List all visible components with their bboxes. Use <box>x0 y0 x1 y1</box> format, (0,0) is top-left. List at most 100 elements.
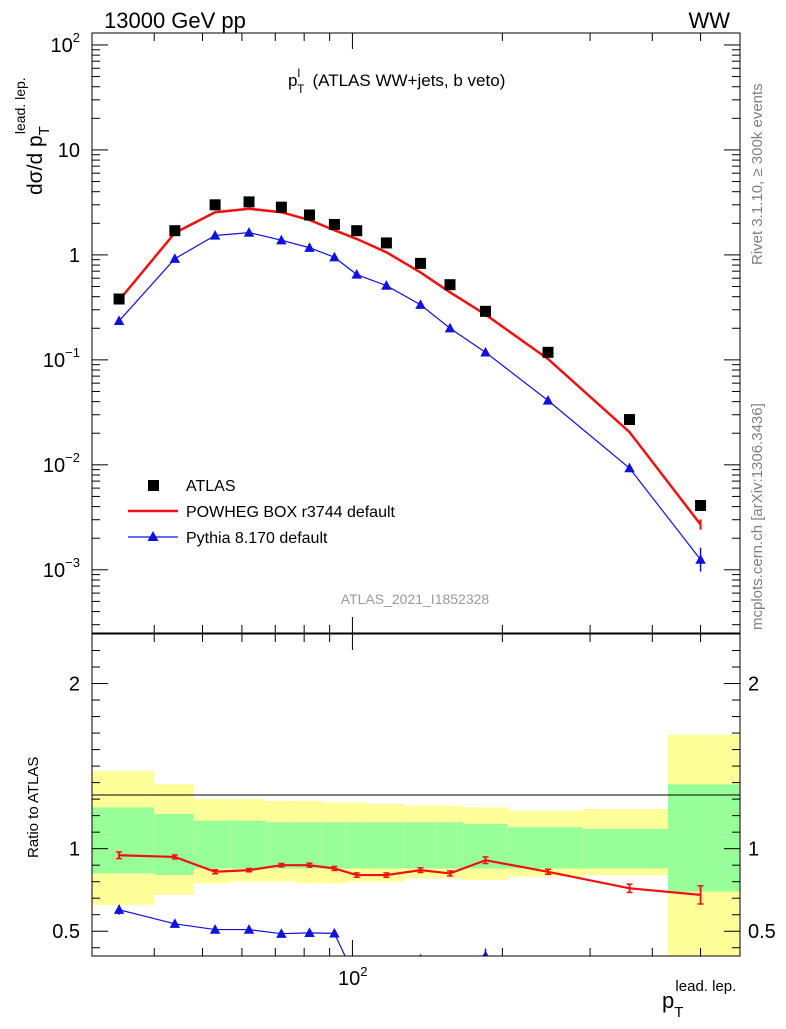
ratio-y-tick-label-right: 0.5 <box>748 921 776 943</box>
title-p: p <box>288 71 297 90</box>
x-tick-exp: 2 <box>360 964 367 979</box>
y-axis-label: dσ/d pTlead. lep. <box>12 77 53 195</box>
pythia-ratio-point <box>209 924 221 934</box>
process-label: WW <box>688 8 730 33</box>
y-tick-exp: −1 <box>65 345 80 360</box>
pythia-ratio-point <box>243 924 255 934</box>
legend-marker-pythia <box>147 531 159 541</box>
band-inner <box>345 822 368 869</box>
pythia-ratio-point <box>445 975 455 985</box>
pythia-point <box>480 346 491 357</box>
atlas-point <box>624 414 636 426</box>
pythia-ratio-point <box>113 904 125 914</box>
ratio-ticks <box>91 634 741 956</box>
pythia-point <box>209 230 221 240</box>
pythia-point <box>329 251 340 262</box>
atlas-point <box>695 499 707 511</box>
y-tick-base: 10 <box>43 560 65 582</box>
band-inner <box>92 807 155 874</box>
y-tick-label: 10−1 <box>43 345 80 372</box>
legend-label-pythia: Pythia 8.170 default <box>186 530 328 547</box>
ratio-frame <box>91 633 741 957</box>
pythia-ratio-point <box>482 950 489 956</box>
x-label-sup: lead. lep. <box>675 978 736 995</box>
pythia-point <box>243 227 255 237</box>
pythia-ratio-line <box>118 909 488 956</box>
ratio-y-tick-label-left: 1 <box>69 839 80 861</box>
legend-label-powheg: POWHEG BOX r3744 default <box>186 504 396 521</box>
atlas-point <box>209 199 221 211</box>
ratio-y-tick-label-left: 2 <box>69 674 80 696</box>
x-axis-label: pTlead. lep. <box>662 978 736 1021</box>
band-inner <box>154 813 194 876</box>
legend: ATLAS POWHEG BOX r3744 default Pythia 8.… <box>128 478 396 547</box>
ratio-panel: 0.5 0.5 1 1 2 2 Ratio to ATLAS 102 pTlead. le… <box>25 633 776 1021</box>
atlas-point <box>444 279 456 291</box>
main-frame <box>91 32 741 634</box>
ratio-y-tick-label-right: 1 <box>748 839 759 861</box>
title-sup: l <box>297 66 300 80</box>
x-label-main: p <box>662 988 674 1013</box>
title-rest: (ATLAS WW+jets, b veto) <box>312 71 505 90</box>
plot-title: pl T (ATLAS WW+jets, b veto) <box>288 66 505 96</box>
pythia-point <box>381 280 392 290</box>
atlas-point <box>113 293 125 305</box>
pythia-point <box>444 322 456 333</box>
y-label-main: dσ/d p <box>24 135 47 195</box>
x-label-sub: T <box>674 1004 683 1021</box>
y-tick-base: 10 <box>43 455 65 477</box>
atlas-point <box>275 201 287 213</box>
rivet-label: Rivet 3.1.10, ≥ 300k events <box>749 83 766 265</box>
band-inner <box>230 820 266 869</box>
band-inner <box>582 828 668 869</box>
y-tick-label: 10−3 <box>43 555 80 582</box>
y-tick-label: 10 <box>58 140 80 162</box>
band-inner <box>295 822 323 869</box>
y-tick-base: 10 <box>43 350 65 372</box>
pythia-ratio-point <box>329 927 340 938</box>
atlas-point <box>415 257 427 269</box>
legend-label-atlas: ATLAS <box>186 478 236 495</box>
pythia-point <box>624 462 635 473</box>
ratio-y-tick-label-right: 2 <box>748 674 759 696</box>
y-tick-label: 102 <box>51 30 80 57</box>
pythia-point <box>304 242 315 252</box>
pythia-point <box>415 299 426 309</box>
pythia-point <box>351 269 362 279</box>
ratio-bands <box>92 734 740 956</box>
legend-marker-atlas <box>148 480 159 491</box>
band-inner <box>367 822 405 869</box>
pythia-ratio-point <box>276 928 287 938</box>
y-tick-exp: 2 <box>73 30 80 45</box>
ratio-y-tick-label-left: 0.5 <box>52 921 80 943</box>
x-tick-label-100: 102 <box>338 964 367 990</box>
powheg-line <box>118 207 702 526</box>
pythia-ratio-point <box>624 975 634 985</box>
atlas-point <box>542 346 554 358</box>
pythia-point <box>113 315 125 326</box>
y-tick-exp: −3 <box>65 555 80 570</box>
atlas-point <box>304 209 316 221</box>
band-inner <box>507 827 583 869</box>
pythia-ratio-point <box>543 975 553 985</box>
pythia-point <box>542 395 554 405</box>
band-inner <box>193 820 231 869</box>
title-sub: T <box>297 82 305 96</box>
energy-label: 13000 GeV pp <box>104 8 246 33</box>
atlas-point <box>243 196 255 208</box>
band-inner <box>265 822 296 869</box>
atlas-point <box>380 237 392 249</box>
main-series <box>113 196 707 572</box>
atlas-point <box>351 225 363 237</box>
y-tick-exp: −2 <box>65 450 80 465</box>
mcplots-label: mcplots.cern.ch [arXiv:1306.3436] <box>749 403 766 630</box>
ratio-y-label: Ratio to ATLAS <box>25 757 42 858</box>
band-inner <box>322 822 346 869</box>
y-label-sup: lead. lep. <box>12 77 28 134</box>
main-ticks <box>91 33 741 633</box>
y-tick-label: 1 <box>69 245 80 267</box>
pythia-point <box>695 554 706 564</box>
pythia-ratio-point <box>304 927 315 938</box>
